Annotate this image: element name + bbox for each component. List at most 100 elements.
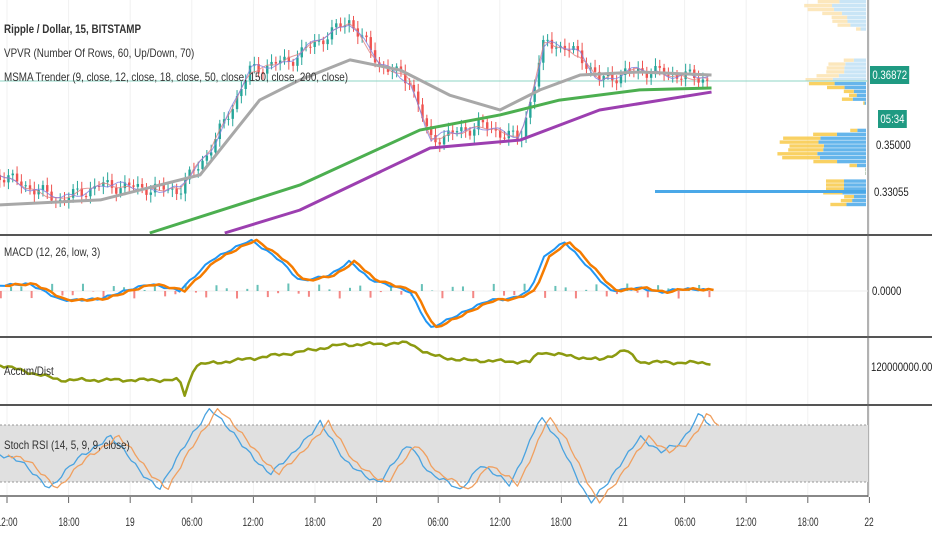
vpvr-up-bar — [850, 23, 866, 27]
candle-body — [80, 188, 83, 197]
macd-histogram-bar — [164, 291, 167, 297]
macd-histogram-bar — [194, 291, 197, 293]
ma-fast-line — [0, 22, 709, 199]
time-tick-label: 12:00 — [0, 515, 18, 529]
macd-histogram-bar — [698, 284, 701, 291]
ad-axis-label: 120000000.0000 — [871, 360, 932, 374]
candle-body — [697, 78, 700, 83]
msma-legend[interactable]: MSMA Trender (9, close, 12, close, 18, c… — [4, 70, 349, 84]
vpvr-down-bar — [783, 136, 821, 140]
candle-body — [266, 65, 269, 74]
macd-histogram-bar — [595, 284, 598, 291]
macd-histogram-bar — [657, 285, 660, 291]
candle-body — [477, 119, 480, 130]
candle-body — [145, 187, 148, 195]
candle-body — [283, 56, 286, 61]
vpvr-down-bar — [850, 128, 858, 133]
time-tick-label: 22 — [864, 515, 875, 529]
macd-histogram-bar — [708, 291, 711, 298]
vpvr-up-bar — [823, 144, 866, 148]
candle-body — [175, 188, 178, 195]
macd-histogram-bar — [225, 288, 228, 291]
macd-histogram-bar — [348, 287, 351, 291]
candle-body — [7, 175, 10, 183]
candle-body — [404, 72, 407, 84]
candle-body — [309, 46, 312, 48]
candle-body — [481, 119, 485, 123]
vpvr-down-bar — [827, 85, 845, 90]
candle-body — [322, 40, 325, 45]
symbol-title[interactable]: Ripple / Dollar, 15, BITSTAMP — [4, 22, 142, 36]
candle-body — [425, 118, 429, 127]
macd-histogram-bar — [10, 286, 13, 291]
vpvr-down-bar — [826, 66, 845, 70]
candle-body — [593, 67, 597, 72]
macd-histogram-bar — [81, 283, 84, 291]
candle-body — [218, 123, 221, 139]
candle-body — [278, 60, 282, 64]
vpvr-legend[interactable]: VPVR (Number Of Rows, 60, Up/Down, 70) — [4, 46, 195, 60]
candle-body — [511, 130, 515, 132]
candle-body — [442, 135, 446, 145]
candle-body — [188, 169, 191, 180]
macd-histogram-bar — [338, 291, 341, 299]
candle-body — [136, 184, 140, 187]
candle-body — [244, 80, 247, 90]
vpvr-up-bar — [819, 156, 866, 160]
candle-body — [529, 101, 532, 118]
macd-histogram-bar — [379, 291, 382, 293]
macd-histogram-bar — [153, 284, 156, 291]
accum-dist-line — [0, 340, 711, 398]
candle-body — [58, 199, 62, 201]
vpvr-up-bar — [832, 3, 866, 8]
macd-histogram-bar — [102, 291, 105, 298]
candle-body — [546, 39, 549, 41]
macd-legend[interactable]: MACD (12, 26, low, 3) — [4, 245, 101, 259]
candle-body — [585, 63, 588, 69]
vpvr-up-bar — [856, 163, 866, 168]
vpvr-up-bar — [845, 62, 866, 66]
vpvr-down-bar — [808, 81, 835, 86]
candle-body — [658, 65, 661, 68]
candle-body — [115, 187, 118, 194]
stoch-legend[interactable]: Stoch RSI (14, 5, 9, 9, close) — [4, 438, 130, 452]
vpvr-up-bar — [853, 195, 866, 199]
vpvr-down-bar — [788, 148, 824, 152]
ad-legend[interactable]: Accum/Dist — [4, 364, 54, 378]
stoch-d-line — [7, 408, 720, 504]
candle-body — [701, 79, 705, 83]
stoch-band — [0, 425, 868, 482]
candle-body — [227, 118, 230, 120]
macd-histogram-bar — [246, 288, 249, 291]
macd-histogram-bar — [523, 283, 526, 291]
candle-body — [369, 37, 372, 51]
candle-body — [248, 65, 252, 81]
vpvr-up-bar — [860, 27, 866, 31]
vpvr-up-bar — [837, 159, 866, 164]
candle-body — [140, 184, 144, 188]
candle-body — [473, 129, 476, 136]
macd-histogram-bar — [277, 291, 280, 294]
macd-histogram-bar — [20, 286, 23, 291]
macd-histogram-bar — [626, 283, 629, 291]
candle-body — [580, 50, 584, 64]
candle-body — [179, 193, 183, 195]
macd-histogram-bar — [513, 291, 516, 296]
last-price-badge: 0.36872 — [870, 66, 910, 84]
vpvr-down-bar — [826, 183, 844, 187]
candle-body — [498, 130, 502, 138]
macd-histogram-bar — [667, 288, 670, 291]
macd-histogram-bar — [51, 283, 54, 291]
candle-body — [572, 46, 575, 51]
vpvr-down-bar — [817, 0, 840, 4]
time-tick-label: 18:00 — [550, 515, 572, 529]
candle-body — [412, 84, 416, 92]
vpvr-up-bar — [847, 19, 866, 23]
macd-histogram-bar — [184, 283, 187, 291]
vpvr-down-bar — [779, 140, 819, 144]
macd-histogram-bar — [369, 291, 372, 298]
candle-body — [46, 185, 49, 192]
macd-line — [0, 238, 709, 328]
macd-histogram-bar — [71, 291, 74, 296]
